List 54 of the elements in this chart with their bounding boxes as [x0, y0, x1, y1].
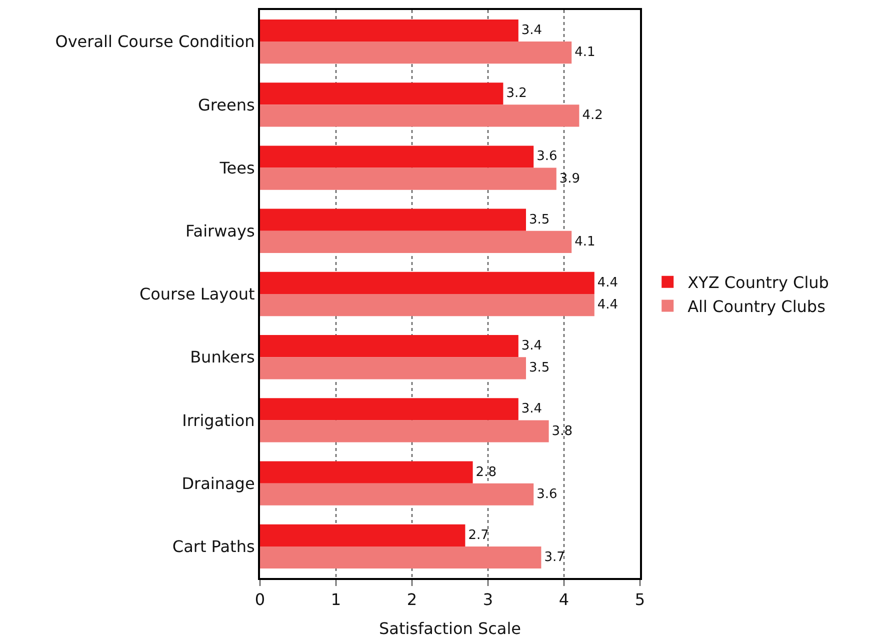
data-label: 4.1	[574, 45, 596, 60]
data-label: 3.6	[536, 486, 558, 502]
data-label: 3.5	[529, 212, 550, 228]
data-label: 4.2	[582, 108, 603, 124]
data-label: 3.2	[506, 86, 527, 102]
bar	[260, 42, 572, 64]
bar	[260, 524, 466, 546]
x-axis-title: Satisfaction Scale	[378, 619, 522, 638]
bar	[260, 272, 594, 294]
bar	[260, 208, 526, 231]
bar	[260, 357, 526, 380]
data-label: 2.7	[468, 528, 489, 543]
bar	[260, 398, 518, 420]
data-label: 4.1	[574, 234, 596, 250]
bar	[260, 461, 473, 484]
x-tick-label: 3	[482, 590, 494, 610]
legend-label: All Country Clubs	[688, 296, 826, 316]
y-tick-label: Greens	[198, 95, 255, 114]
data-label: 3.4	[521, 23, 542, 38]
bar	[260, 294, 594, 316]
data-label: 4.4	[597, 275, 618, 290]
y-tick-label: Irrigation	[182, 410, 255, 430]
bar	[260, 82, 504, 105]
data-label: 3.4	[521, 338, 542, 354]
data-label: 3.9	[559, 171, 580, 186]
y-tick-label: Course Layout	[139, 284, 255, 304]
bar	[260, 420, 549, 442]
bar	[260, 335, 518, 358]
bar	[260, 168, 556, 190]
bar	[260, 483, 534, 506]
bar	[260, 19, 518, 42]
data-label: 3.7	[544, 550, 565, 565]
y-tick-label: Overall Course Condition	[55, 32, 255, 52]
data-label: 3.6	[536, 149, 558, 164]
legend-label: XYZ Country Club	[688, 273, 829, 292]
y-tick-label: Bunkers	[190, 348, 255, 367]
bar	[260, 104, 580, 127]
y-tick-label: Fairways	[186, 221, 255, 240]
y-tick-label: Cart Paths	[172, 537, 255, 556]
x-tick-label: 1	[330, 590, 342, 610]
y-tick-label: Drainage	[182, 474, 255, 493]
bar	[260, 146, 534, 168]
x-tick-label: 4	[558, 590, 570, 610]
x-tick-label: 2	[406, 590, 418, 610]
data-label: 3.5	[529, 360, 550, 376]
bar	[260, 230, 572, 253]
x-tick-label: 5	[634, 590, 646, 610]
data-label: 3.4	[521, 402, 542, 417]
data-label: 3.8	[552, 424, 572, 439]
bar	[260, 546, 542, 569]
y-tick-label: Tees	[218, 158, 255, 178]
x-tick-label: 0	[254, 590, 266, 610]
data-label: 2.8	[476, 464, 496, 480]
data-label: 4.4	[597, 298, 618, 313]
